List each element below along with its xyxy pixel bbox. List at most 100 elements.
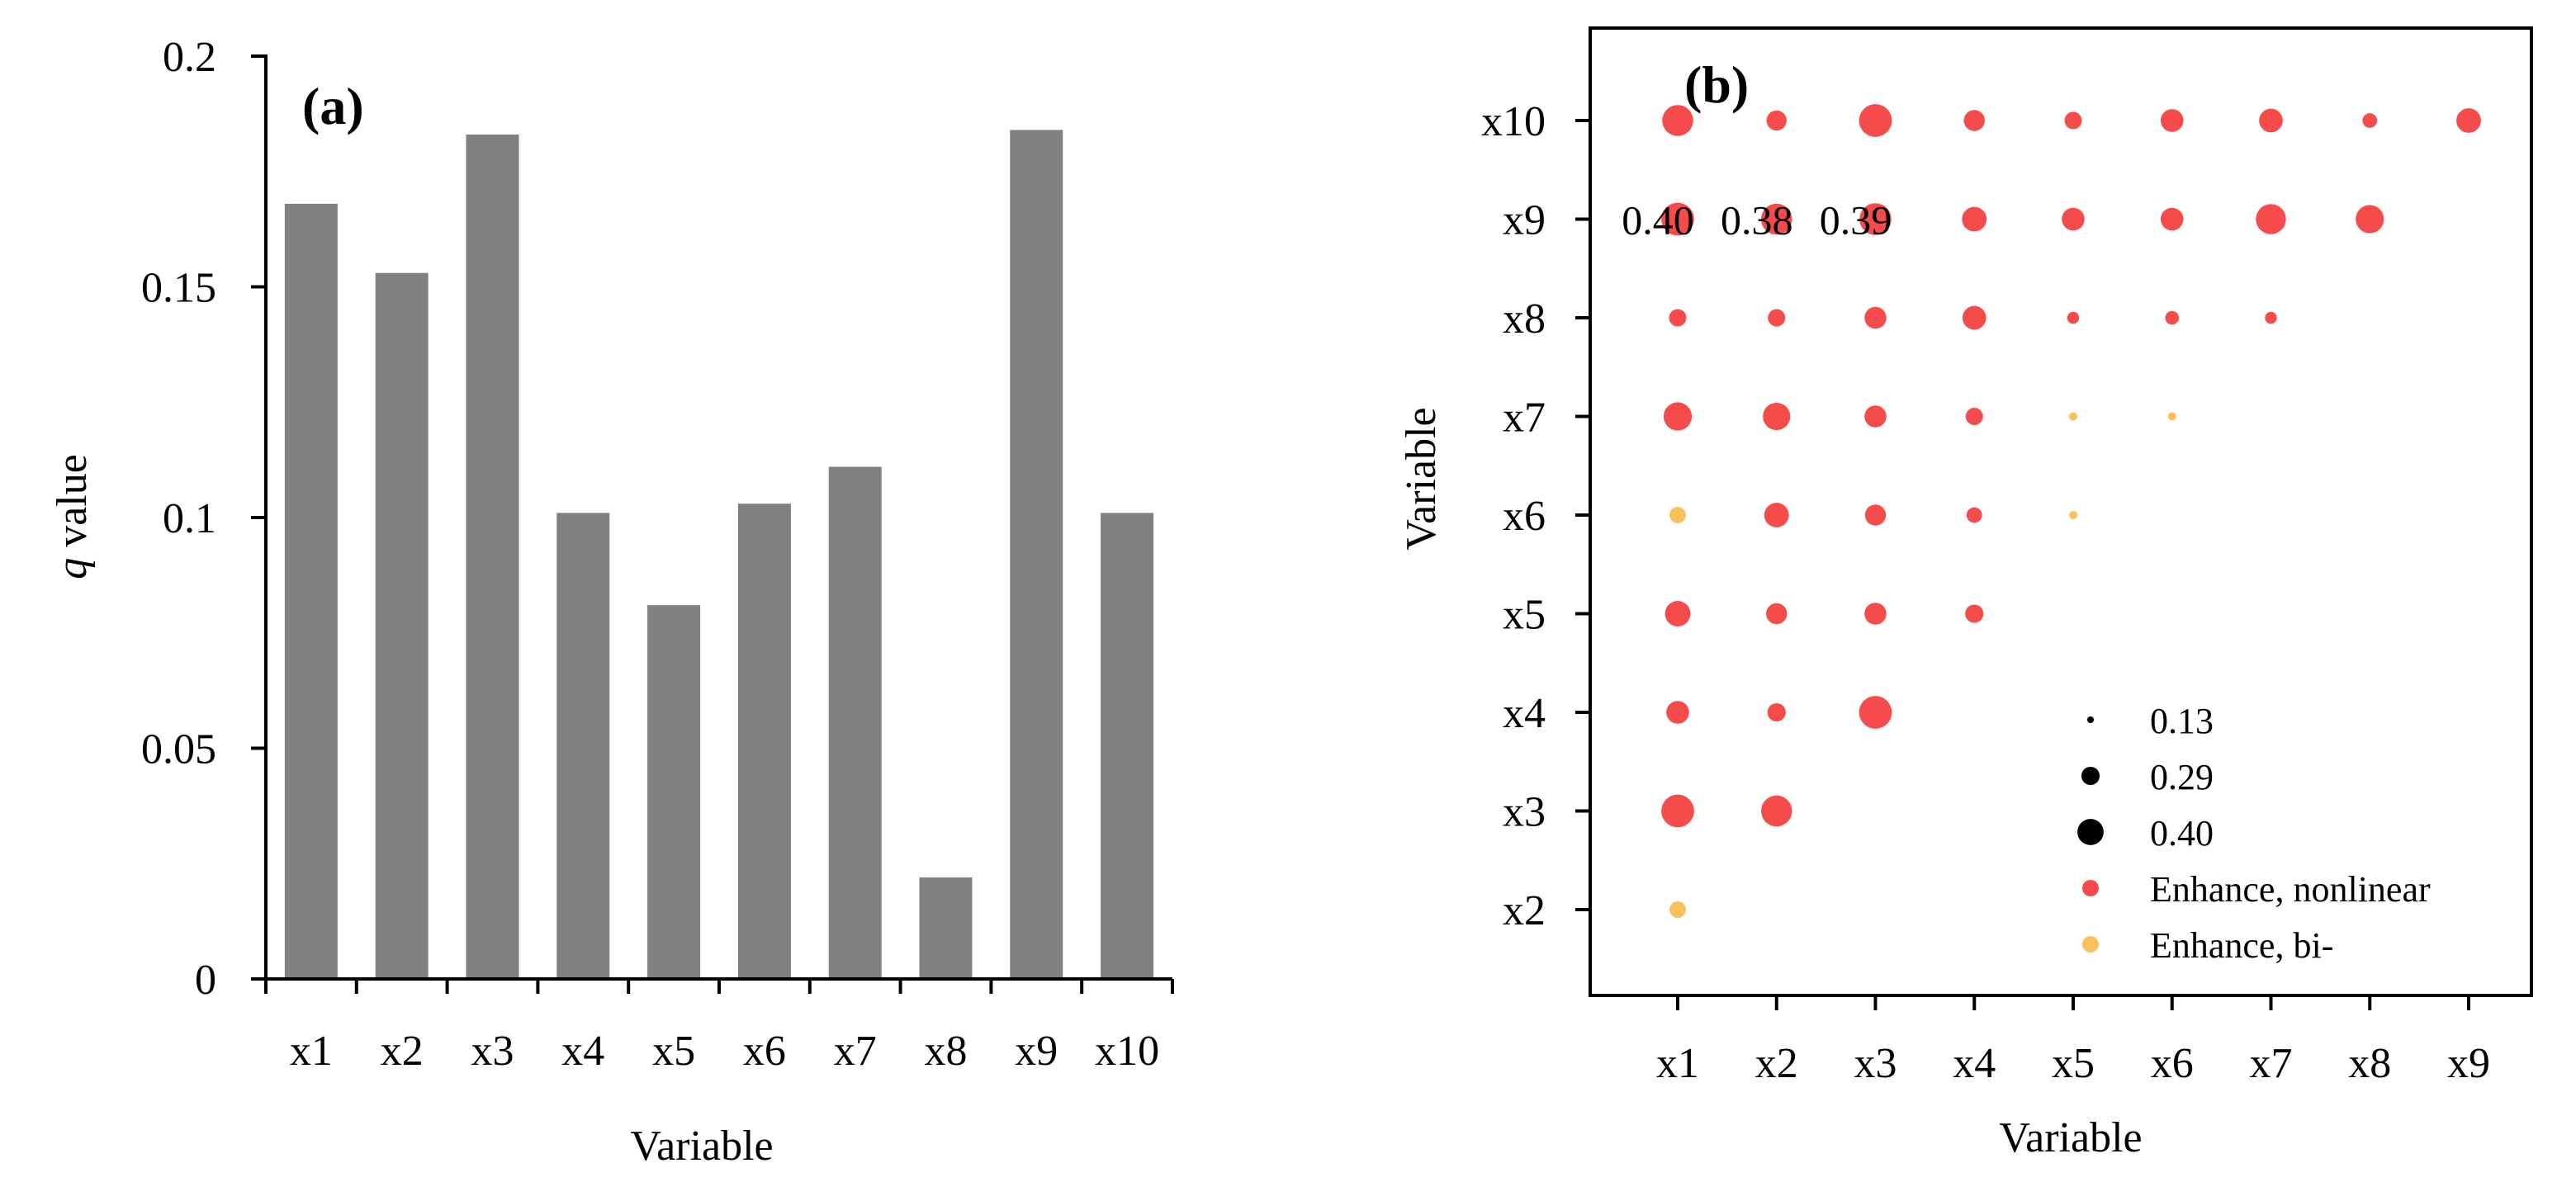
x-tick-label-b: x9 [2447, 1040, 2490, 1087]
bubble-x2-x3 [1761, 795, 1792, 827]
bubble-annotation: 0.38 [1721, 197, 1793, 243]
bubble-x3-x5 [1864, 603, 1887, 625]
legend-size-marker [2077, 819, 2104, 845]
bubble-x4-x5 [1965, 604, 1984, 623]
bubble-x1-x8 [1669, 309, 1687, 327]
y-tick-label-b: x10 [1481, 98, 1546, 145]
bubble-x1-x10 [1662, 105, 1693, 136]
bubble-annotations: 0.40 0.38 0.39 [1622, 197, 1892, 243]
bubble-x2-x10 [1766, 110, 1787, 131]
bubble-x4-x7 [1965, 408, 1983, 425]
bubble-series [1661, 104, 2481, 918]
bubble-x9-x10 [2456, 108, 2481, 133]
legend: 0.13 0.29 0.40 Enhance, nonlinear Enhance, b… [2077, 701, 2431, 966]
legend-color-marker [2082, 880, 2099, 896]
bubble-x1-x4 [1666, 701, 1689, 724]
legend-size-marker [2081, 766, 2100, 786]
bubble-x1-x7 [1663, 402, 1693, 431]
bar-x3 [466, 135, 519, 979]
y-axis-title-italic: q [49, 558, 96, 579]
y-tick-label-b: x4 [1503, 690, 1546, 737]
bubble-x6-x8 [2165, 310, 2180, 325]
bubble-x2-x7 [1763, 402, 1791, 431]
bubble-annotation: 0.40 [1622, 197, 1694, 243]
bubble-x5-x10 [2064, 111, 2082, 130]
y-tick-label-b: x3 [1503, 789, 1546, 836]
bubble-x2-x5 [1766, 603, 1788, 625]
y-tick-label-b: x5 [1503, 592, 1546, 639]
x-tick-label: x7 [834, 1028, 877, 1075]
bar-x8 [919, 877, 973, 979]
x-tick-label-b: x6 [2151, 1040, 2194, 1087]
bubble-x3-x8 [1864, 306, 1887, 329]
bubble-x6-x9 [2160, 207, 2184, 231]
y-tick-label-b: x9 [1503, 197, 1546, 244]
x-tick-label: x8 [925, 1028, 968, 1075]
bubble-x3-x6 [1864, 504, 1887, 526]
y-axis-title-rest: value [49, 454, 96, 558]
y-tick-label-b: x8 [1503, 296, 1546, 343]
legend-size-marker [2087, 716, 2094, 723]
bubble-x1-x3 [1661, 794, 1694, 828]
bar-x1 [284, 203, 338, 979]
y-tick-label: 0.2 [163, 34, 216, 81]
bar-series [284, 130, 1154, 980]
bubble-x4-x9 [1962, 206, 1987, 232]
bubble-x6-x10 [2160, 109, 2184, 132]
legend-color-marker [2082, 936, 2099, 953]
bubble-x3-x9 [1859, 203, 1892, 235]
y-axis-title-a: q value [49, 454, 96, 579]
bubble-x3-x7 [1864, 405, 1887, 428]
bubble-x3-x4 [1859, 696, 1892, 729]
interaction-bubble-panel: x2 x3 x4 x5 x6 x7 x8 x9 x10 x1 x2 x3 x4 x5 x6 x7 x8 x9 0… [1398, 26, 2533, 1161]
bubble-x2-x9 [1761, 203, 1792, 235]
y-tick-label-b: x7 [1503, 395, 1546, 442]
bar-x9 [1010, 130, 1063, 980]
x-tick-label-b: x5 [2052, 1040, 2095, 1087]
bubble-x2-x8 [1768, 309, 1786, 327]
x-tick-label-b: x7 [2250, 1040, 2293, 1087]
y-tick-label: 0 [195, 957, 216, 1004]
legend-type-label: Enhance, nonlinear [2150, 869, 2431, 910]
bubble-x4-x6 [1966, 507, 1982, 523]
y-tick-label-b: x6 [1503, 493, 1546, 540]
bar-x5 [647, 605, 701, 979]
x-tick-label: x3 [471, 1028, 514, 1075]
bubble-x7-x10 [2259, 108, 2283, 133]
bubble-x1-x2 [1669, 901, 1686, 918]
panel-label-b: (b) [1684, 55, 1749, 114]
x-ticks-b: x1 x2 x3 x4 x5 x6 x7 x8 x9 [1656, 995, 2490, 1087]
y-ticks: 0 0.05 0.1 0.15 0.2 [141, 34, 266, 1004]
x-tick-label-b: x4 [1953, 1040, 1996, 1087]
bar-chart-panel: 0 0.05 0.1 0.15 0.2 x1 x2 x3 x4 x5 x6 x7 x8 x9 x10 (a… [49, 34, 1174, 1170]
x-tick-label-b: x3 [1854, 1040, 1897, 1087]
bubble-annotation: 0.39 [1820, 197, 1892, 243]
bubble-x8-x10 [2362, 113, 2378, 128]
bar-x2 [375, 272, 429, 980]
x-tick-label-b: x8 [2348, 1040, 2391, 1087]
bubble-x4-x10 [1963, 110, 1985, 131]
bubble-x2-x6 [1764, 503, 1789, 527]
bubble-x5-x7 [2069, 412, 2077, 421]
bubble-x3-x10 [1859, 104, 1892, 137]
bubble-x5-x9 [2062, 207, 2085, 231]
bubble-x7-x8 [2265, 311, 2277, 324]
bubble-x5-x8 [2067, 311, 2080, 324]
bar-x10 [1101, 513, 1154, 979]
x-axis-title-b: Variable [1999, 1114, 2142, 1161]
legend-type-label: Enhance, bi- [2150, 925, 2333, 966]
x-axis-title-a: Variable [630, 1123, 773, 1170]
x-ticks: x1 x2 x3 x4 x5 x6 x7 x8 x9 x10 [264, 979, 1174, 1075]
plot-frame-b [1589, 26, 2533, 997]
x-tick-label-b: x2 [1755, 1040, 1798, 1087]
y-tick-label: 0.05 [141, 726, 216, 773]
bubble-x6-x7 [2167, 412, 2176, 421]
bubble-x4-x8 [1962, 305, 1986, 330]
y-tick-label: 0.1 [163, 495, 216, 542]
bubble-x1-x9 [1661, 202, 1694, 236]
x-tick-label: x1 [290, 1028, 333, 1075]
bubble-x1-x6 [1669, 507, 1686, 523]
x-tick-label: x2 [381, 1028, 424, 1075]
legend-size-label: 0.40 [2150, 813, 2214, 853]
legend-size-label: 0.13 [2150, 701, 2214, 741]
